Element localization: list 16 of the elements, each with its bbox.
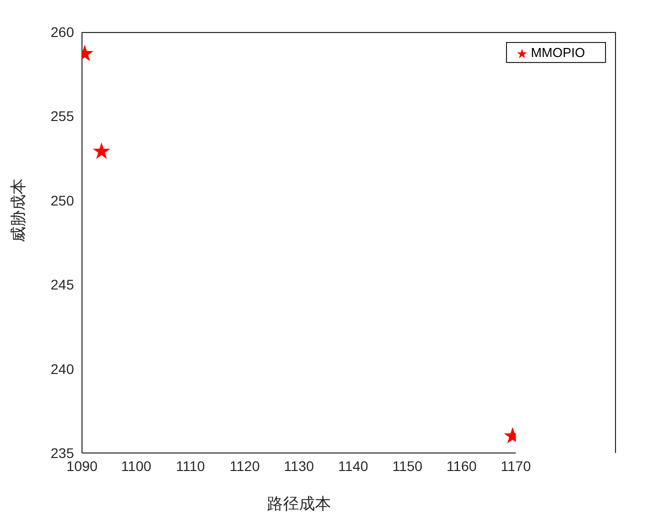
x-tick-label: 1100 xyxy=(121,458,152,474)
y-tick-label: 260 xyxy=(50,24,74,40)
y-tick-label: 240 xyxy=(50,360,74,377)
y-tick-label: 245 xyxy=(50,276,74,293)
x-tick-label: 1160 xyxy=(446,458,477,474)
x-tick-label: 1120 xyxy=(230,458,260,474)
x-axis-title: 路径成本 xyxy=(266,494,331,513)
x-tick-label: 1140 xyxy=(338,458,368,474)
legend-label: MMOPIO xyxy=(530,45,585,60)
x-tick-label: 1130 xyxy=(284,458,314,474)
x-tick-label: 1150 xyxy=(392,458,423,474)
y-tick-label: 250 xyxy=(50,192,74,208)
x-tick-label: 1170 xyxy=(500,458,532,474)
y-tick-label: 255 xyxy=(50,108,74,124)
y-axis-title: 威胁成本 xyxy=(8,178,28,242)
x-tick-label: 1110 xyxy=(176,458,206,474)
